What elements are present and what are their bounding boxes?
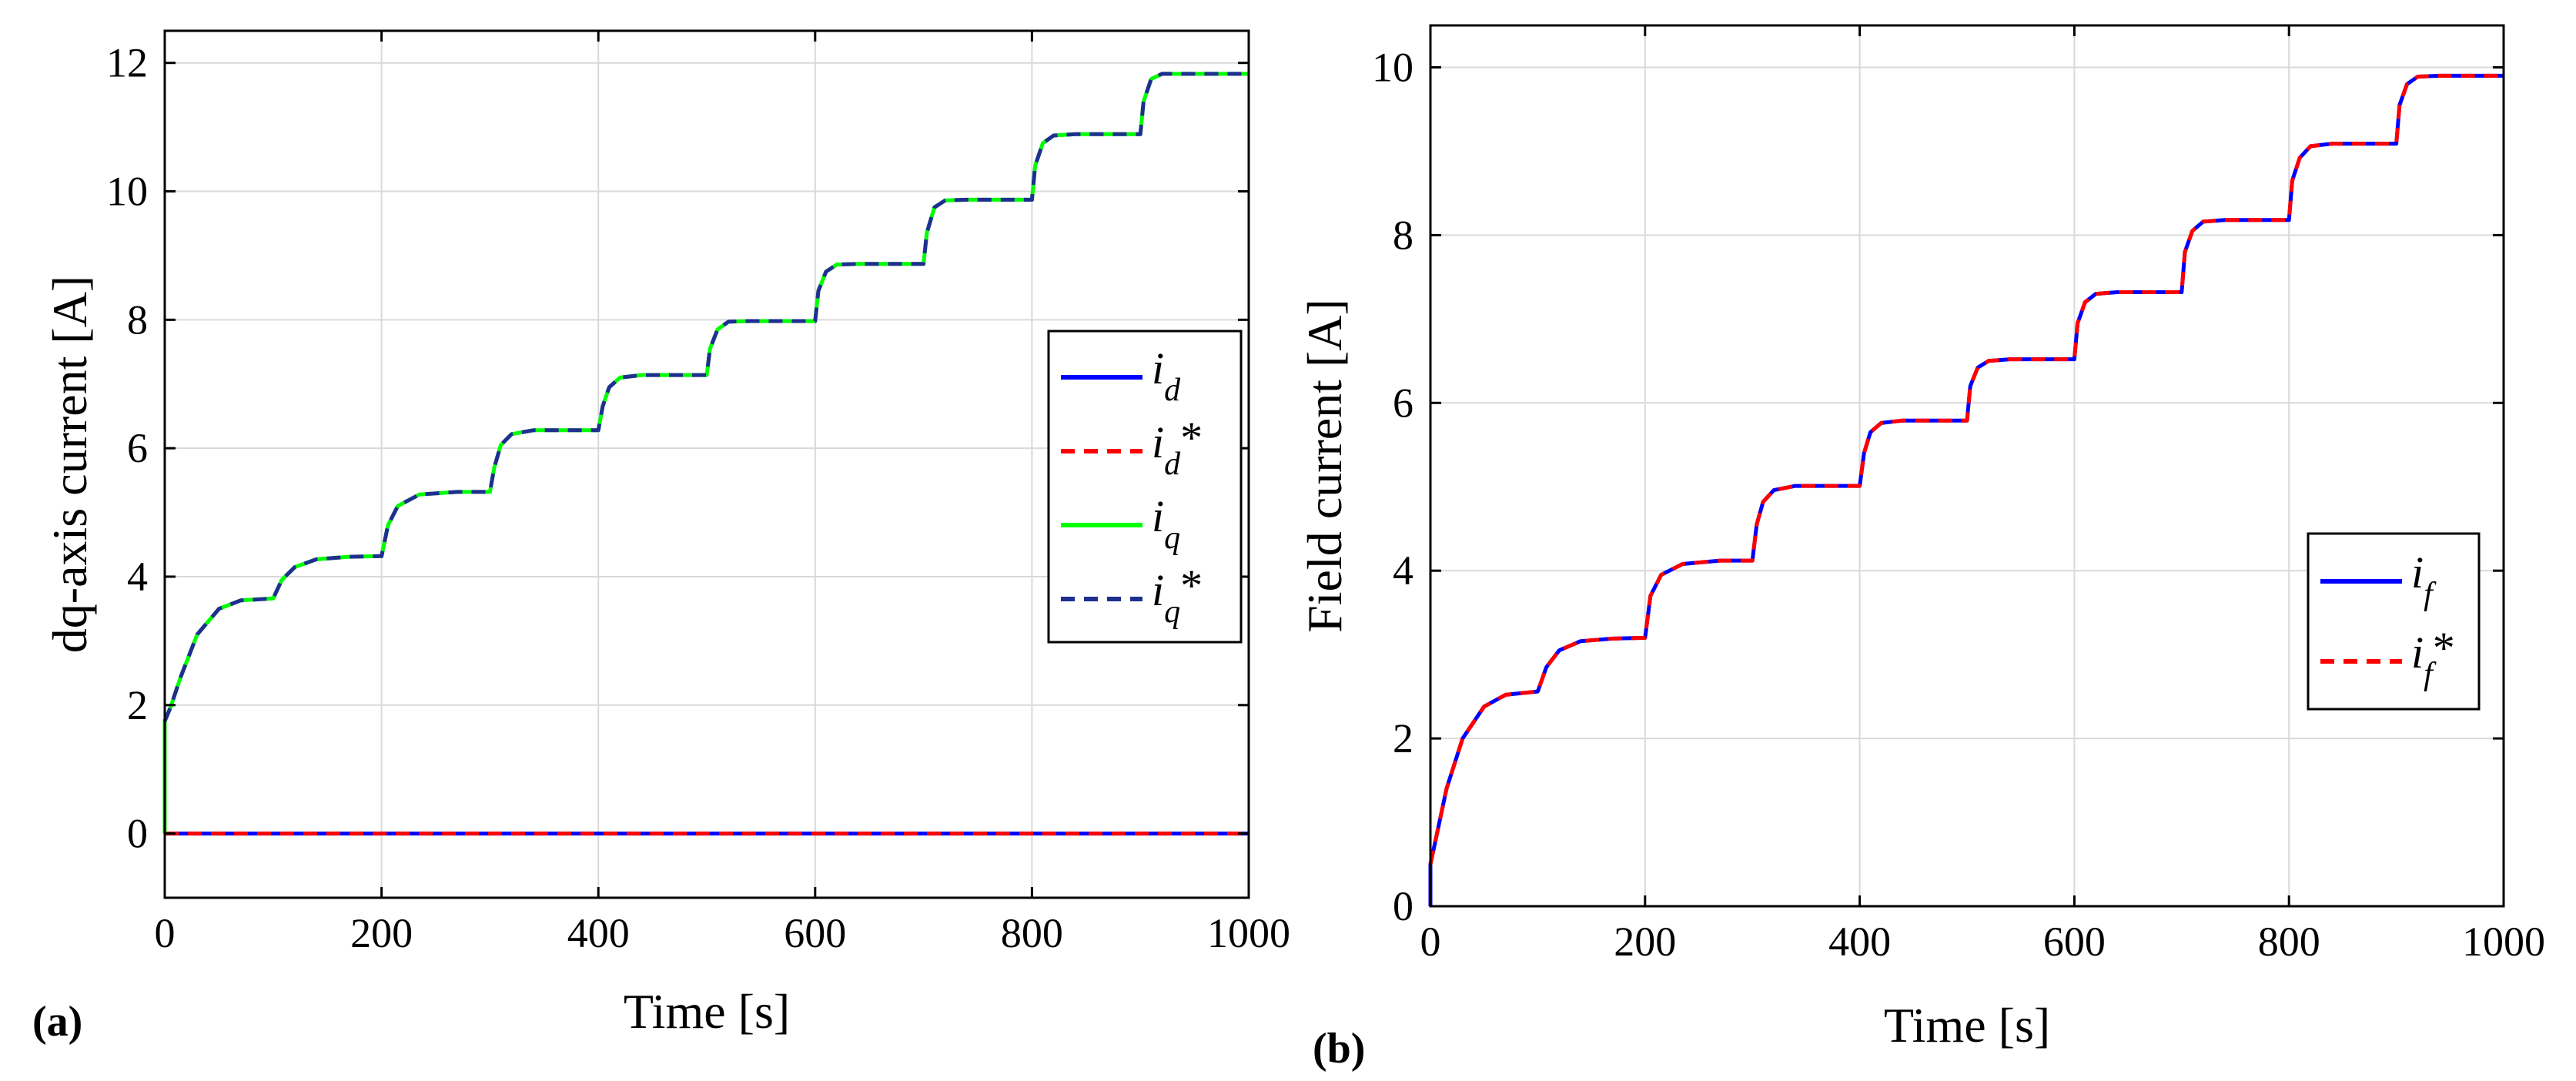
chart-panel-a: 0 200 400 600 800 1000 0 2 4 6 8 10 12 Time [s] dq-a… [32, 29, 1290, 1046]
chart-panel-b: 0 200 400 600 800 1000 0 2 4 6 8 10 Time [s] Field … [1297, 24, 2545, 1073]
x-tick-label: 400 [567, 910, 630, 956]
y-tick-label: 10 [1372, 44, 1413, 90]
x-tick-label: 400 [1828, 919, 1891, 965]
ticks-b: 0 200 400 600 800 1000 0 2 4 6 8 10 [1372, 25, 2545, 965]
x-axis-label-b: Time [s] [1884, 998, 2050, 1053]
legend-entry-label: if* [2411, 623, 2455, 692]
legend-box [1047, 330, 1243, 644]
x-tick-label: 800 [2258, 919, 2320, 965]
x-tick-label: 1000 [2462, 919, 2545, 965]
y-tick-label: 8 [1393, 212, 1413, 258]
y-tick-label: 6 [127, 425, 148, 471]
x-tick-label: 600 [784, 910, 846, 956]
x-tick-label: 800 [1001, 910, 1063, 956]
y-tick-label: 10 [106, 169, 148, 215]
y-tick-label: 4 [1393, 547, 1413, 594]
panel-label-a: (a) [32, 998, 82, 1046]
x-tick-label: 200 [350, 910, 413, 956]
y-tick-label: 2 [1393, 715, 1413, 761]
series-line-i-f-ref [1428, 73, 2504, 865]
x-axis-label-a: Time [s] [624, 984, 790, 1039]
plot-frame-b [1429, 24, 2505, 908]
panel-label-b: (b) [1313, 1025, 1365, 1073]
x-tick-label: 200 [1614, 919, 1676, 965]
y-tick-label: 0 [127, 811, 148, 857]
legend-entry-label: id [1152, 343, 1181, 408]
y-axis-label-b: Field current [A] [1297, 299, 1352, 633]
y-tick-label: 12 [106, 40, 148, 86]
plot-frame-a [163, 29, 1250, 899]
y-tick-label: 2 [127, 682, 148, 728]
y-tick-label: 4 [127, 554, 148, 600]
series-group-a [162, 72, 1249, 836]
x-tick-label: 600 [2043, 919, 2106, 965]
legend-entry-label: iq* [1152, 561, 1203, 630]
y-tick-label: 0 [1393, 883, 1413, 929]
legend-box [2307, 532, 2481, 711]
ticks-a: 0 200 400 600 800 1000 0 2 4 6 8 10 12 [106, 31, 1290, 956]
legend-entry-label: iq [1152, 491, 1180, 556]
y-tick-label: 8 [127, 296, 148, 343]
x-tick-label: 0 [1420, 919, 1441, 965]
legend-entry-label: id* [1152, 413, 1203, 482]
x-tick-label: 0 [155, 910, 176, 956]
series-group-b [1428, 73, 2504, 906]
y-axis-label-a: dq-axis current [A] [42, 276, 97, 653]
x-tick-label: 1000 [1207, 910, 1290, 956]
series-line-i-q-ref [162, 72, 1249, 722]
y-tick-label: 6 [1393, 380, 1413, 426]
